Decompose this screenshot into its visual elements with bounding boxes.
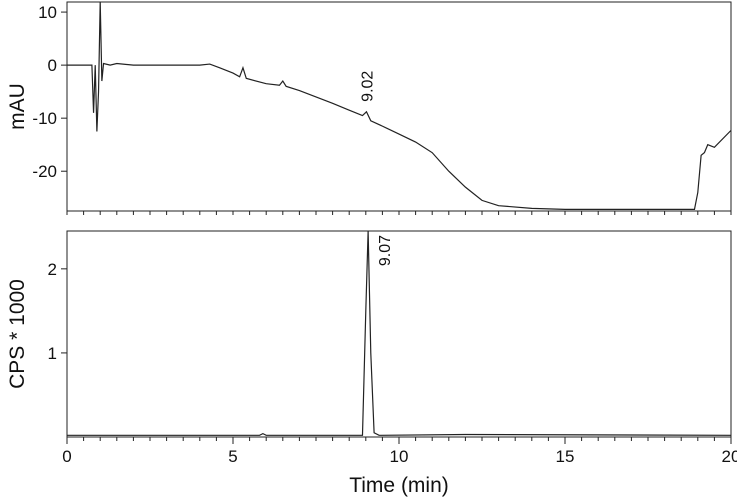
y-tick-label: -10 — [32, 109, 57, 128]
y-axis-label: mAU — [6, 83, 29, 130]
x-tick-label: 15 — [556, 447, 575, 466]
y-axis-label: CPS * 1000 — [6, 279, 29, 389]
plot-frame — [66, 1, 732, 212]
y-tick-label: 1 — [48, 344, 57, 363]
data-line — [67, 230, 732, 436]
y-tick-label: 10 — [38, 3, 57, 22]
x-tick-label: 20 — [722, 447, 737, 466]
y-tick-label: 0 — [48, 56, 57, 75]
x-tick-label: 5 — [228, 447, 237, 466]
plot-frame — [66, 230, 732, 438]
x-tick-label: 10 — [390, 447, 409, 466]
y-tick-label: -20 — [32, 162, 57, 181]
data-line — [67, 1, 732, 211]
x-axis-label: Time (min) — [349, 474, 449, 497]
y-tick-label: 2 — [48, 260, 57, 279]
peak-annotation: 9.07 — [377, 235, 394, 266]
x-tick-label: 0 — [62, 447, 71, 466]
peak-annotation: 9.02 — [359, 71, 376, 102]
